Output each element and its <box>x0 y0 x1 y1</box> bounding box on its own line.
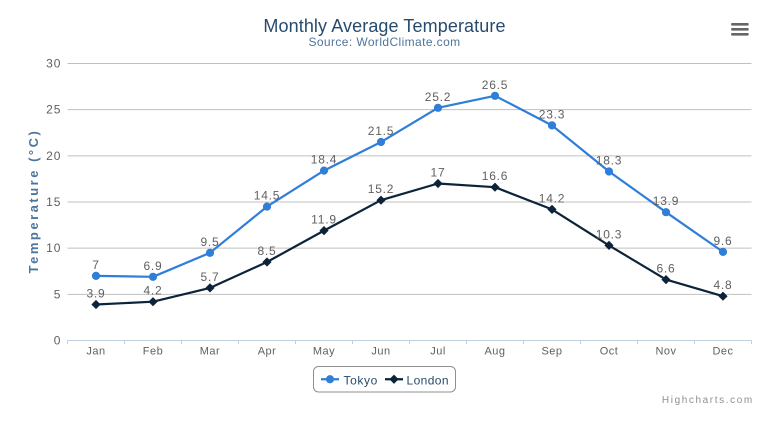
svg-text:May: May <box>313 346 335 358</box>
svg-text:London: London <box>407 373 449 387</box>
svg-text:17: 17 <box>431 166 446 180</box>
svg-text:16.6: 16.6 <box>482 169 509 183</box>
svg-text:Highcharts.com: Highcharts.com <box>662 395 754 406</box>
svg-text:15: 15 <box>46 195 61 209</box>
svg-text:0: 0 <box>54 334 62 348</box>
svg-text:Jun: Jun <box>371 346 390 358</box>
svg-text:14.2: 14.2 <box>539 191 566 205</box>
svg-text:Oct: Oct <box>600 346 619 358</box>
svg-text:25.2: 25.2 <box>425 90 452 104</box>
svg-text:4.8: 4.8 <box>713 278 732 292</box>
svg-text:Temperature (°C): Temperature (°C) <box>26 129 41 274</box>
svg-text:18.4: 18.4 <box>311 153 338 167</box>
svg-text:Apr: Apr <box>258 346 277 358</box>
svg-text:5: 5 <box>54 287 62 301</box>
svg-text:7: 7 <box>92 258 99 272</box>
svg-text:3.9: 3.9 <box>86 287 105 301</box>
svg-text:Monthly Average Temperature: Monthly Average Temperature <box>263 16 505 36</box>
svg-text:Dec: Dec <box>712 346 733 358</box>
svg-text:15.2: 15.2 <box>368 182 395 196</box>
svg-text:Sep: Sep <box>541 346 562 358</box>
svg-text:18.3: 18.3 <box>596 154 623 168</box>
svg-text:8.5: 8.5 <box>257 244 276 258</box>
svg-text:9.6: 9.6 <box>713 234 732 248</box>
svg-text:4.2: 4.2 <box>143 284 162 298</box>
svg-text:5.7: 5.7 <box>200 270 219 284</box>
svg-text:25: 25 <box>46 103 61 117</box>
svg-text:Mar: Mar <box>200 346 220 358</box>
svg-text:Feb: Feb <box>143 346 163 358</box>
svg-text:10: 10 <box>46 241 61 255</box>
svg-text:11.9: 11.9 <box>311 213 337 227</box>
svg-text:10.3: 10.3 <box>596 227 623 241</box>
svg-text:23.3: 23.3 <box>539 107 566 121</box>
svg-text:6.6: 6.6 <box>656 262 675 276</box>
svg-text:9.5: 9.5 <box>200 235 219 249</box>
svg-text:Nov: Nov <box>655 346 676 358</box>
svg-text:21.5: 21.5 <box>368 124 395 138</box>
svg-text:Tokyo: Tokyo <box>344 373 378 387</box>
svg-text:Source: WorldClimate.com: Source: WorldClimate.com <box>308 35 460 49</box>
svg-text:13.9: 13.9 <box>653 194 680 208</box>
svg-text:Aug: Aug <box>484 346 505 358</box>
svg-text:14.5: 14.5 <box>254 189 281 203</box>
svg-text:26.5: 26.5 <box>482 78 509 92</box>
svg-text:6.9: 6.9 <box>143 259 162 273</box>
svg-text:Jan: Jan <box>86 346 105 358</box>
svg-text:30: 30 <box>46 57 61 71</box>
svg-text:20: 20 <box>46 149 61 163</box>
svg-text:Jul: Jul <box>430 346 446 358</box>
